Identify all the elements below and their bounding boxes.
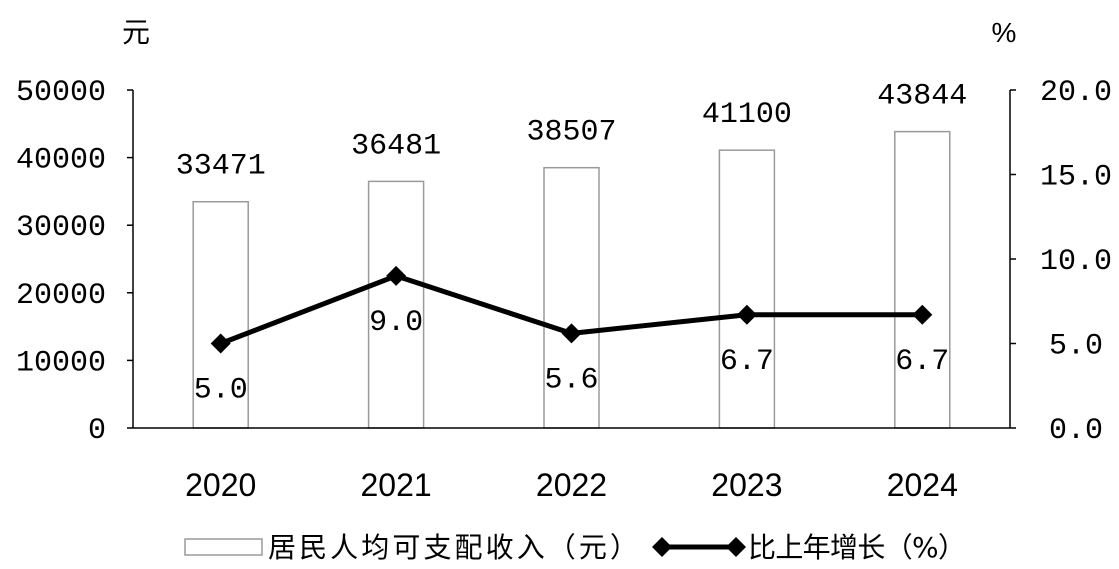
line-value-label: 6.7: [895, 345, 949, 379]
line-point-marker: [912, 304, 933, 325]
line-point-marker: [386, 265, 407, 286]
x-axis: 2020 2021 2022 2023 2024: [133, 427, 1010, 503]
bar-value-label: 36481: [351, 129, 441, 163]
legend-bar-label: 居民人均可支配收入（元）: [268, 531, 638, 564]
legend-line-label: 比上年增长（%）: [748, 531, 966, 564]
bar-value-label: 38507: [526, 116, 616, 150]
line-value-label: 9.0: [369, 306, 423, 340]
y2-axis-unit-label: %: [992, 17, 1017, 48]
y-tick-label: 20000: [16, 279, 106, 313]
bar-value-label: 41100: [702, 98, 792, 132]
y-tick-label: 0: [88, 414, 106, 448]
line-point-marker: [561, 323, 582, 344]
bar-value-label: 43844: [877, 80, 967, 114]
line-value-label: 6.7: [720, 345, 774, 379]
line-point-marker: [210, 333, 231, 354]
y-tick-label: 40000: [16, 144, 106, 178]
legend-bar-swatch: [184, 538, 263, 556]
legend-item-bar: 居民人均可支配收入（元）: [184, 531, 638, 564]
x-tick-label: 2020: [185, 467, 256, 503]
y-tick-label: 10000: [16, 346, 106, 380]
bar: [367, 180, 425, 429]
bar-series: 33471 36481 38507 41100 43844: [176, 80, 967, 429]
y-axis-right: 0.0 5.0 10.0 15.0 20.0: [1009, 76, 1112, 448]
x-tick-label: 2023: [711, 467, 782, 503]
y2-tick-label: 15.0: [1040, 161, 1112, 195]
legend: 居民人均可支配收入（元） 比上年增长（%）: [184, 531, 966, 564]
bar: [718, 149, 776, 429]
y2-tick-label: 0.0: [1049, 414, 1103, 448]
x-tick-label: 2021: [361, 467, 432, 503]
x-tick-label: 2022: [536, 467, 607, 503]
legend-diamond-marker: [726, 537, 746, 557]
y-tick-label: 50000: [16, 76, 106, 110]
x-tick-label: 2024: [887, 467, 958, 503]
line-series: 5.0 9.0 5.6 6.7 6.7: [194, 265, 949, 408]
y2-tick-label: 5.0: [1049, 330, 1103, 364]
bar-value-label: 33471: [176, 150, 266, 184]
y-axis-unit-label: 元: [122, 16, 150, 49]
line-value-label: 5.0: [194, 374, 248, 408]
line-point-marker: [736, 304, 757, 325]
bar: [192, 200, 249, 429]
y-axis-left: 0 10000 20000 30000 40000 50000: [16, 76, 134, 448]
y2-tick-label: 20.0: [1040, 76, 1112, 110]
bar: [894, 130, 951, 429]
y-tick-label: 30000: [16, 211, 106, 245]
line-value-label: 5.6: [544, 363, 598, 397]
legend-diamond-marker: [652, 537, 672, 557]
y2-tick-label: 10.0: [1040, 245, 1112, 279]
legend-item-line: 比上年增长（%）: [652, 531, 966, 564]
bar: [543, 166, 600, 429]
